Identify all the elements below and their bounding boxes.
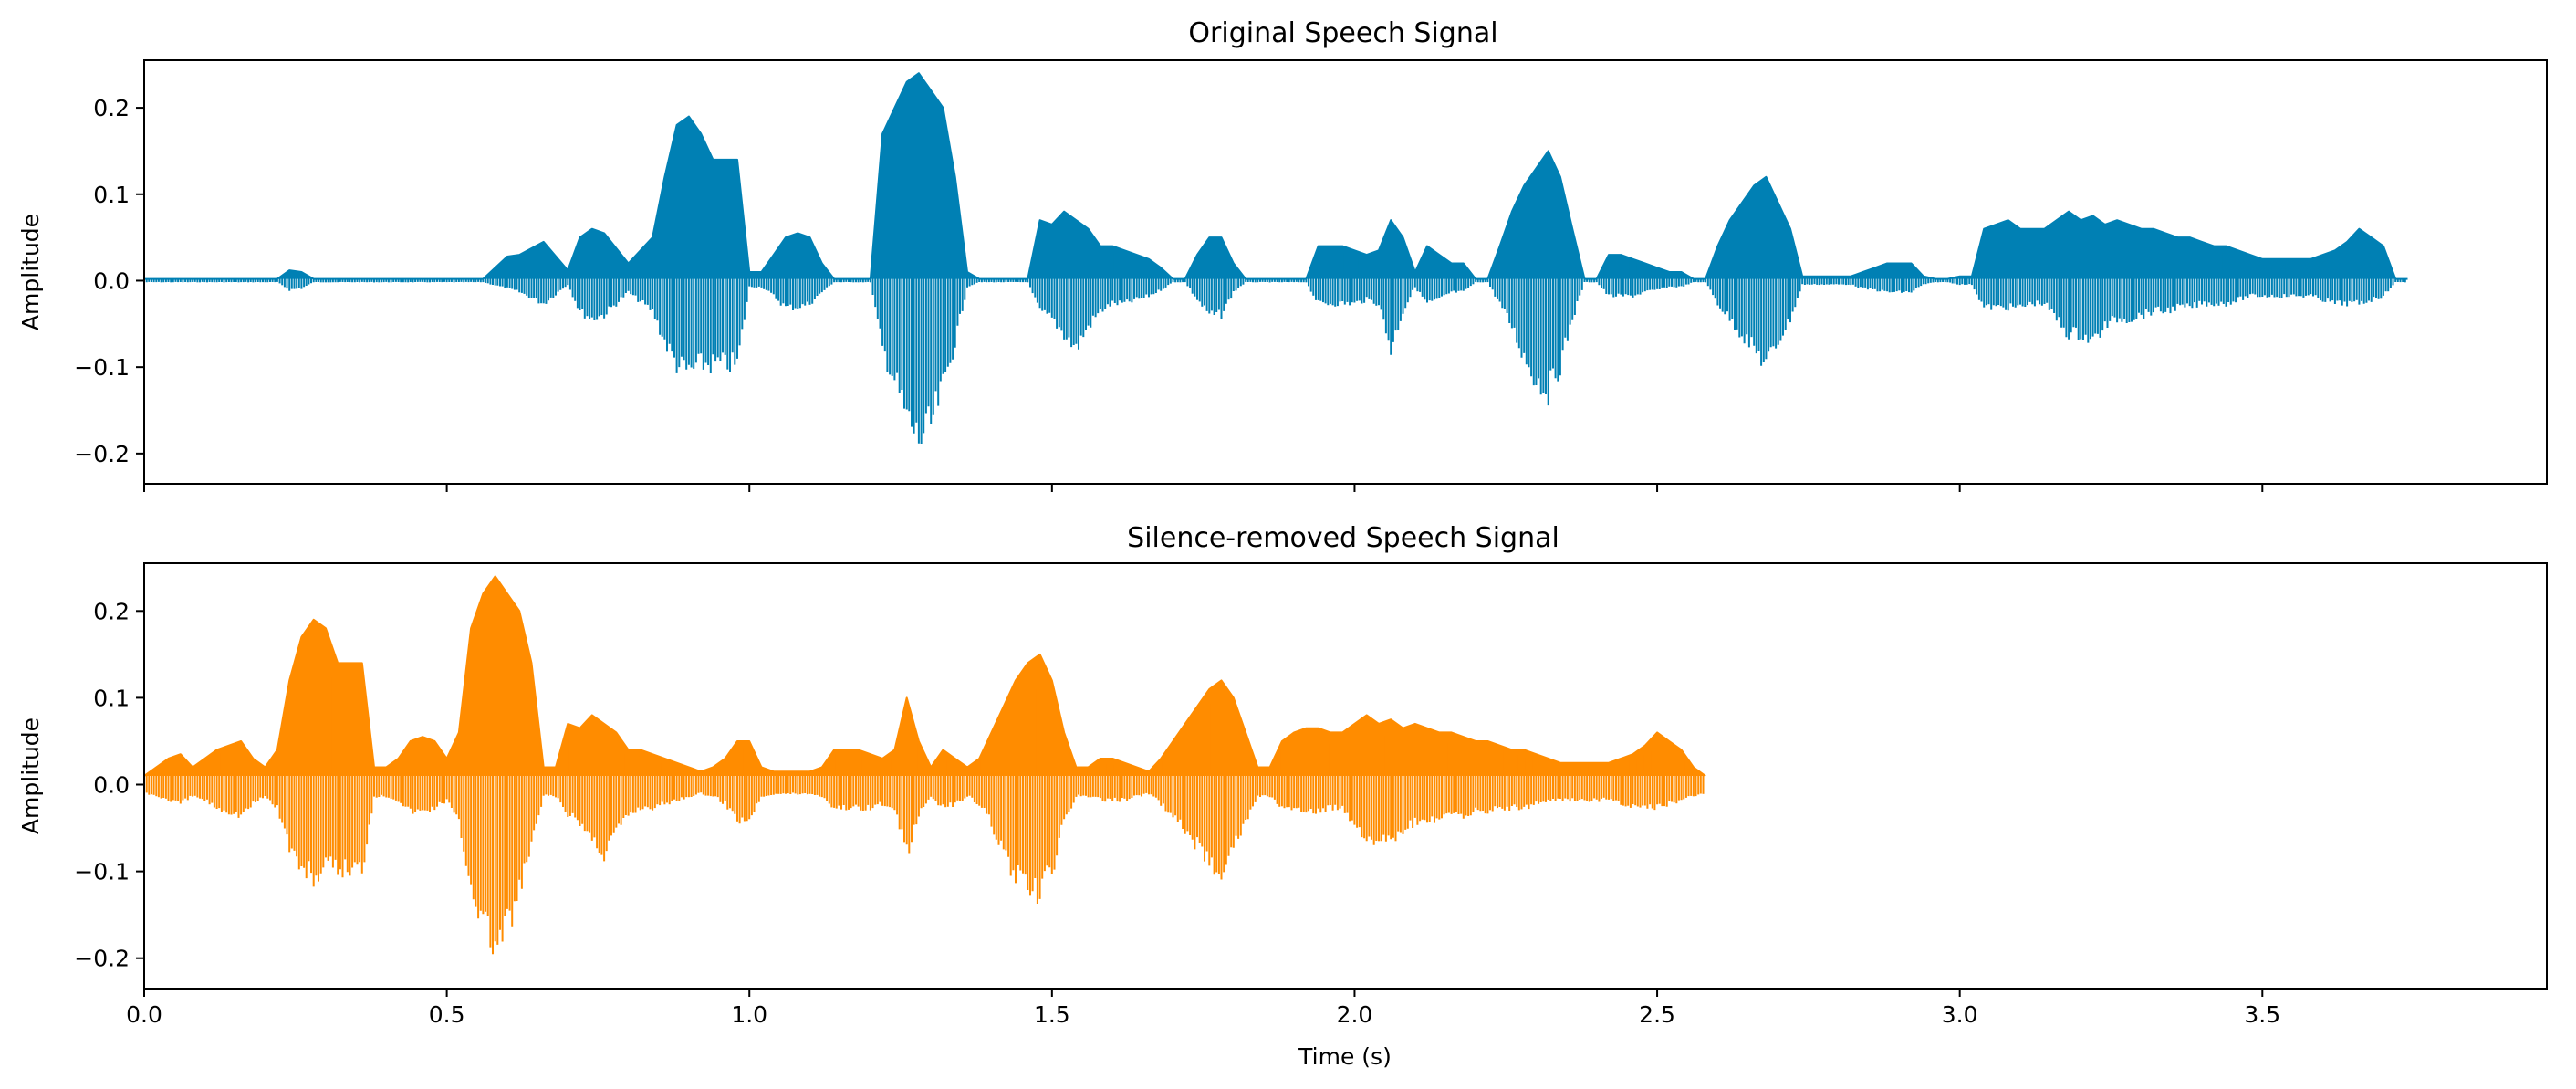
original-signal-y-tick-label: −0.1 <box>74 354 130 381</box>
silence-removed-signal-plot-frame <box>143 562 2548 990</box>
silence-removed-signal-x-tick-label: 2.5 <box>1639 1001 1675 1028</box>
original-signal-title: Original Speech Signal <box>1188 17 1497 49</box>
original-signal-y-tick-label: 0.0 <box>93 267 130 294</box>
silence-removed-signal-x-tick-label: 1.0 <box>731 1001 767 1028</box>
silence-removed-signal-y-tick-label: 0.2 <box>93 598 130 624</box>
silence-removed-signal-y-tick-label: 0.1 <box>93 685 130 711</box>
silence-removed-signal-panel: Silence-removed Speech Signal 0.2 0.1 0.0 −… <box>17 522 2548 1070</box>
silence-removed-signal-waveform-texture <box>143 588 1705 955</box>
original-signal-y-axis-label: Amplitude <box>17 214 44 330</box>
original-signal-y-tick-label: −0.2 <box>74 441 130 467</box>
original-signal-y-tick-label: 0.1 <box>93 182 130 208</box>
time-axis-label: Time (s) <box>1298 1043 1392 1070</box>
silence-removed-signal-x-tick-label: 0.0 <box>126 1001 162 1028</box>
silence-removed-signal-x-axis: 0.0 0.5 1.0 1.5 2.0 2.5 3.0 3.5 <box>126 989 2280 1028</box>
original-signal-plot-frame <box>143 59 2548 485</box>
silence-removed-signal-y-tick-label: −0.1 <box>74 859 130 885</box>
original-signal-panel: Original Speech Signal 0.2 0.1 0.0 −0.1 −0.2… <box>17 17 2548 492</box>
silence-removed-signal-x-tick-label: 3.0 <box>1942 1001 1978 1028</box>
silence-removed-signal-y-axis-label: Amplitude <box>17 717 44 834</box>
original-signal-x-axis <box>143 484 2264 492</box>
silence-removed-signal-x-tick-label: 2.0 <box>1337 1001 1373 1028</box>
silence-removed-signal-x-tick-label: 0.5 <box>429 1001 465 1028</box>
original-signal-y-axis: 0.2 0.1 0.0 −0.1 −0.2 <box>74 95 144 467</box>
original-signal-waveform-texture <box>143 93 2406 444</box>
silence-removed-signal-x-tick-label: 3.5 <box>2244 1001 2280 1028</box>
original-signal-series <box>143 72 2408 444</box>
silence-removed-signal-x-tick-label: 1.5 <box>1034 1001 1070 1028</box>
original-signal-y-tick-label: 0.2 <box>93 95 130 121</box>
silence-removed-signal-series <box>143 575 1706 955</box>
silence-removed-signal-y-tick-label: −0.2 <box>74 946 130 972</box>
silence-removed-signal-title: Silence-removed Speech Signal <box>1127 522 1559 554</box>
silence-removed-signal-y-tick-label: 0.0 <box>93 772 130 799</box>
silence-removed-signal-y-axis: 0.2 0.1 0.0 −0.1 −0.2 <box>74 598 144 972</box>
